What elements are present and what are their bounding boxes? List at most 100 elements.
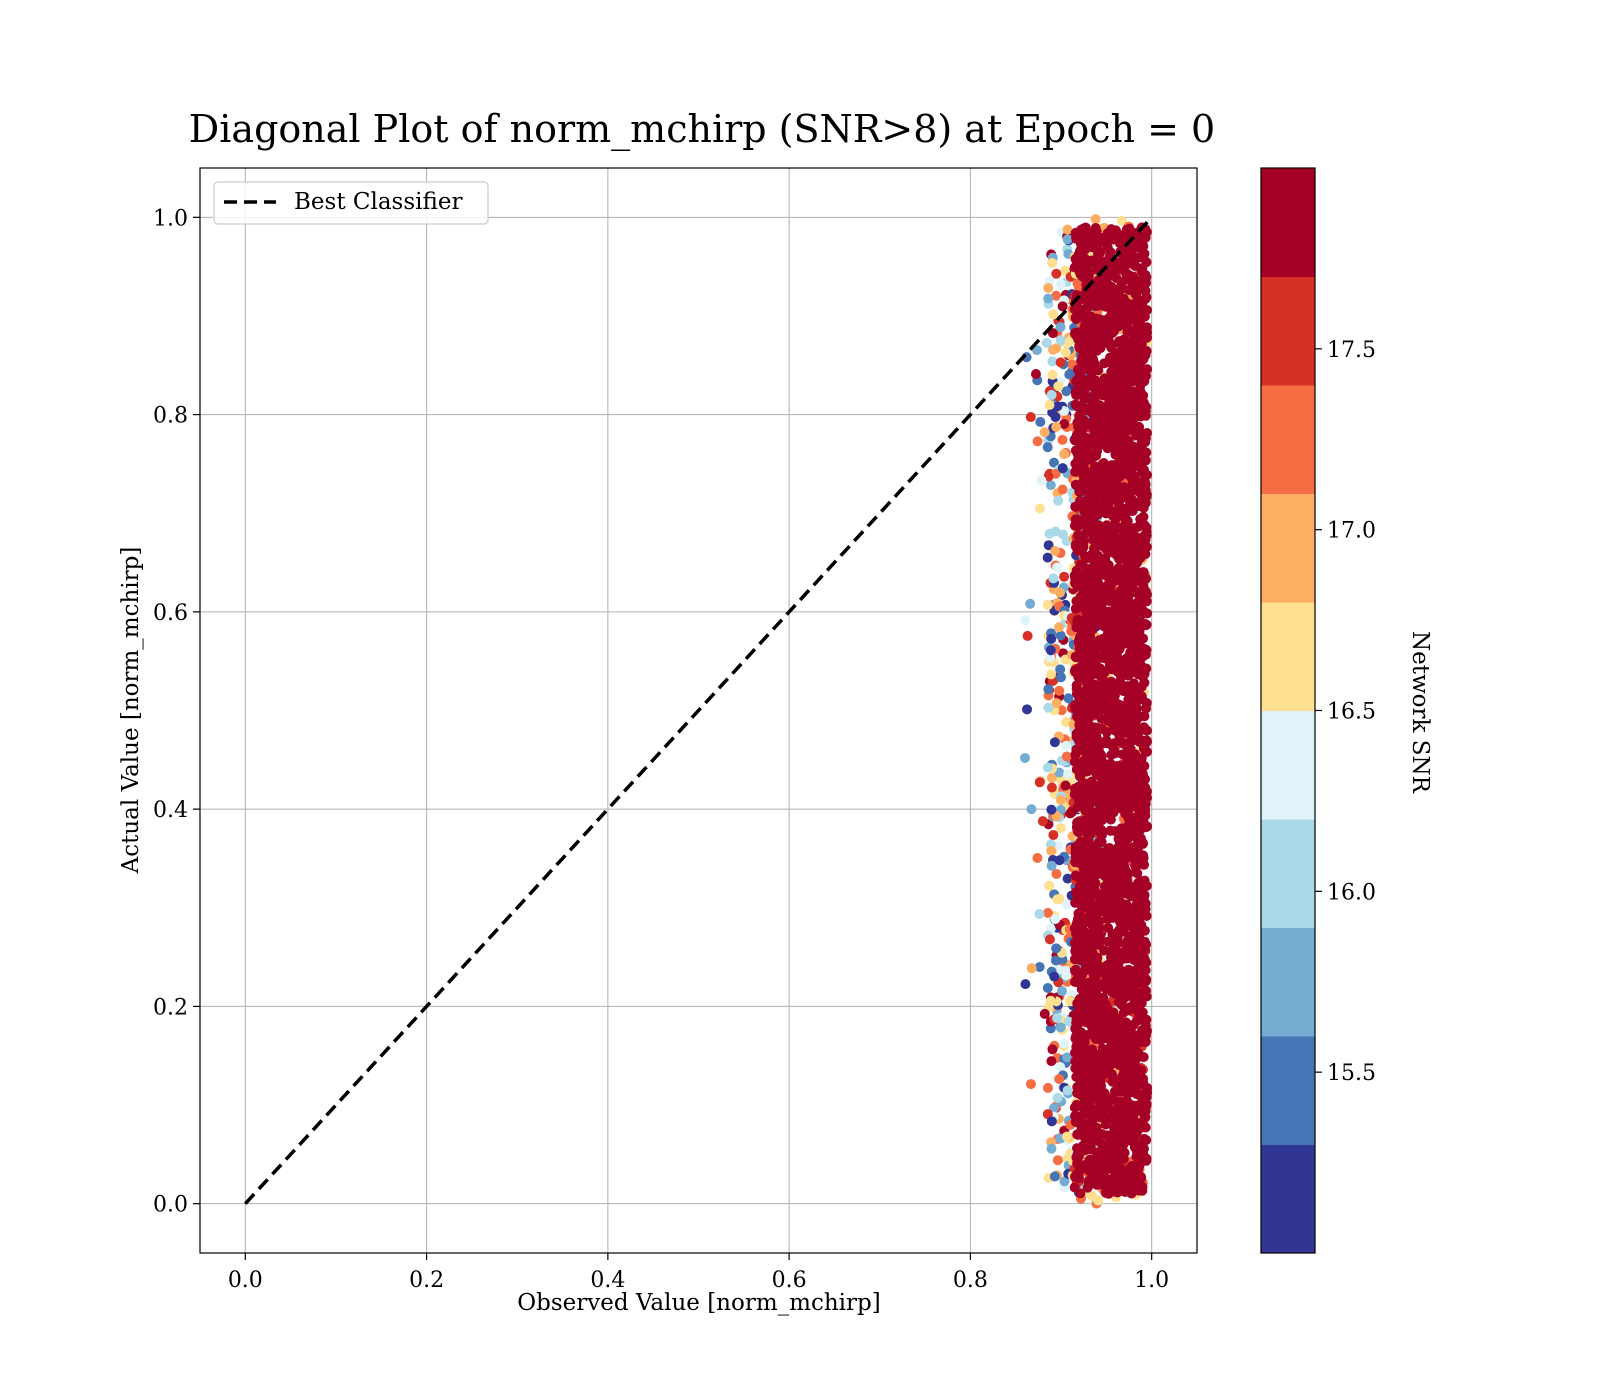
scatter-point: [1080, 805, 1091, 816]
scatter-point: [1124, 790, 1135, 801]
scatter-point: [1141, 1025, 1152, 1036]
scatter-point: [1138, 1073, 1149, 1084]
scatter-point: [1080, 253, 1091, 264]
scatter-point: [1101, 984, 1112, 995]
scatter-point: [1127, 638, 1138, 649]
scatter-point: [1043, 293, 1054, 304]
scatter-point: [1125, 350, 1136, 361]
scatter-point: [1042, 983, 1053, 994]
scatter-point: [1103, 843, 1114, 854]
scatter-point: [1112, 1040, 1123, 1051]
scatter-point: [1126, 258, 1137, 269]
scatter-point: [1072, 1088, 1083, 1099]
scatter-point: [1133, 294, 1144, 305]
scatter-point: [1078, 294, 1089, 305]
scatter-point: [1138, 354, 1149, 365]
scatter-point: [1055, 1022, 1066, 1033]
scatter-point: [1084, 453, 1095, 464]
scatter-point: [1055, 335, 1066, 346]
scatter-point: [1141, 447, 1152, 458]
scatter-point: [1059, 449, 1070, 460]
scatter-point: [1133, 1163, 1144, 1174]
scatter-point: [1087, 624, 1098, 635]
scatter-point: [1096, 389, 1107, 400]
scatter-point: [1118, 1153, 1129, 1164]
scatter-point: [1123, 964, 1134, 975]
colorbar-segment: [1261, 602, 1315, 711]
scatter-point: [1137, 252, 1148, 263]
scatter-point: [1124, 711, 1135, 722]
scatter-point: [1102, 228, 1113, 239]
scatter-point: [1046, 845, 1057, 856]
scatter-point: [1126, 1180, 1137, 1191]
scatter-point: [1115, 1163, 1126, 1174]
scatter-point: [1055, 630, 1066, 641]
scatter-point: [1125, 802, 1136, 813]
scatter-point: [1046, 772, 1057, 783]
scatter-point: [1044, 880, 1055, 891]
scatter-point: [1110, 848, 1121, 859]
scatter-point: [1055, 1061, 1066, 1072]
scatter-point: [1132, 521, 1143, 532]
scatter-point: [1052, 1013, 1063, 1024]
scatter-point: [1046, 860, 1057, 871]
y-axis-label: Actual Value [norm_mchirp]: [118, 547, 144, 875]
scatter-point: [1104, 856, 1115, 867]
scatter-point: [1055, 279, 1066, 290]
legend: Best Classifier: [213, 181, 489, 225]
colorbar-segment: [1261, 385, 1315, 494]
scatter-point: [1081, 432, 1092, 443]
scatter-point: [1123, 284, 1134, 295]
scatter-point: [1140, 1112, 1151, 1123]
scatter-point: [1107, 664, 1118, 675]
plot-frame: [199, 167, 1198, 1254]
scatter-point: [1140, 1014, 1151, 1025]
scatter-point: [1115, 985, 1126, 996]
scatter-point: [1057, 301, 1068, 312]
scatter-point: [1083, 347, 1094, 358]
scatter-point: [1121, 338, 1132, 349]
scatter-point: [1020, 753, 1031, 764]
scatter-point: [1075, 718, 1086, 729]
scatter-point: [1041, 337, 1052, 348]
scatter-point: [1063, 693, 1074, 704]
scatter-point: [1050, 412, 1061, 423]
colorbar-tick-label: 16.0: [1327, 880, 1376, 905]
colorbar-label: Network SNR: [1407, 631, 1433, 794]
scatter-point: [1100, 680, 1111, 691]
scatter-point: [1113, 302, 1124, 313]
scatter-point: [1136, 1065, 1147, 1076]
scatter-point: [1090, 461, 1101, 472]
scatter-point: [1099, 474, 1110, 485]
scatter-point: [1074, 367, 1085, 378]
scatter-point: [1141, 277, 1152, 288]
scatter-point: [1058, 1038, 1069, 1049]
scatter-point: [1139, 791, 1150, 802]
scatter-point: [1124, 975, 1135, 986]
colorbar-segment: [1261, 927, 1315, 1037]
scatter-point: [1082, 1182, 1093, 1193]
scatter-point: [1095, 275, 1106, 286]
scatter-point: [1098, 869, 1109, 880]
scatter-point: [1105, 970, 1116, 981]
scatter-point: [1103, 269, 1114, 280]
scatter-point: [1109, 1123, 1120, 1134]
scatter-point: [1046, 804, 1057, 815]
scatter-point: [1083, 1100, 1094, 1111]
scatter-point: [1059, 419, 1070, 430]
scatter-point: [1118, 615, 1129, 626]
scatter-point: [1070, 514, 1081, 525]
scatter-point: [1100, 896, 1111, 907]
scatter-point: [1051, 868, 1062, 879]
colorbar-segment: [1261, 819, 1315, 928]
scatter-point: [1088, 822, 1099, 833]
scatter-point: [1047, 1044, 1058, 1055]
scatter-point: [1083, 614, 1094, 625]
scatter-point: [1073, 1150, 1084, 1161]
scatter-point: [1080, 225, 1091, 236]
scatter-point: [1129, 1085, 1140, 1096]
scatter-point: [1081, 330, 1092, 341]
scatter-point: [1081, 358, 1092, 369]
scatter-point: [1069, 756, 1080, 767]
